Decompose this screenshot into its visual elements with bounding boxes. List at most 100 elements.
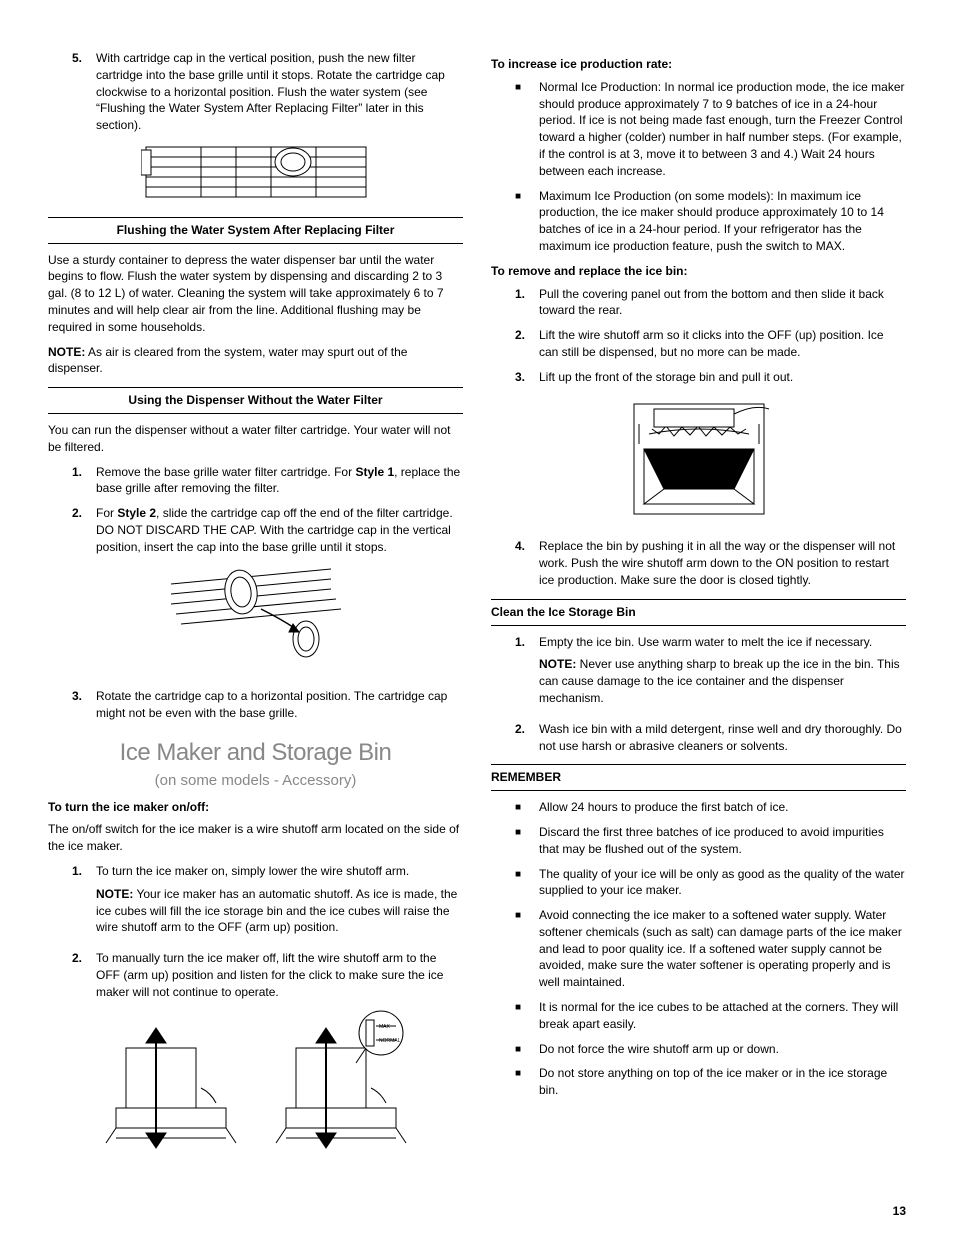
list-item: 2. To manually turn the ice maker off, l…: [72, 950, 463, 1000]
list-body: The quality of your ice will be only as …: [539, 866, 906, 900]
note-label: NOTE:: [96, 887, 133, 901]
text: Remove the base grille water filter cart…: [96, 465, 355, 479]
list-number: 3.: [72, 688, 96, 722]
list-item: ■ Do not force the wire shutoff arm up o…: [515, 1041, 906, 1058]
list-number: 2.: [72, 950, 96, 1000]
list-item: ■ The quality of your ice will be only a…: [515, 866, 906, 900]
list-number: 3.: [515, 369, 539, 386]
list-body: With cartridge cap in the vertical posit…: [96, 50, 463, 134]
bullet-icon: ■: [515, 866, 539, 900]
page-number: 13: [48, 1203, 906, 1220]
list-body: Do not force the wire shutoff arm up or …: [539, 1041, 906, 1058]
heading-flushing: Flushing the Water System After Replacin…: [48, 217, 463, 244]
bullet-icon: ■: [515, 188, 539, 255]
left-column: 5. With cartridge cap in the vertical po…: [48, 50, 463, 1173]
note-text: Your ice maker has an automatic shutoff.…: [96, 887, 457, 935]
heading-clean: Clean the Ice Storage Bin: [491, 599, 906, 626]
note-para: NOTE: Never use anything sharp to break …: [539, 656, 906, 706]
text: To turn the ice maker on, simply lower t…: [96, 863, 463, 880]
list-item: ■ Avoid connecting the ice maker to a so…: [515, 907, 906, 991]
list-item: 1. Pull the covering panel out from the …: [515, 286, 906, 320]
heading-dispenser: Using the Dispenser Without the Water Fi…: [48, 387, 463, 414]
list-item: ■ Allow 24 hours to produce the first ba…: [515, 799, 906, 816]
bullet-icon: ■: [515, 79, 539, 180]
list-number: 1.: [515, 634, 539, 713]
bullet-icon: ■: [515, 824, 539, 858]
bold-heading: To increase ice production rate:: [491, 56, 906, 73]
list-item: ■ Normal Ice Production: In normal ice p…: [515, 79, 906, 180]
list-body: Rotate the cartridge cap to a horizontal…: [96, 688, 463, 722]
list-item: ■ Do not store anything on top of the ic…: [515, 1065, 906, 1099]
paragraph: Use a sturdy container to depress the wa…: [48, 252, 463, 336]
list-item: 5. With cartridge cap in the vertical po…: [72, 50, 463, 134]
list-number: 2.: [515, 327, 539, 361]
list-item: 3. Lift up the front of the storage bin …: [515, 369, 906, 386]
list-body: Do not store anything on top of the ice …: [539, 1065, 906, 1099]
list-body: Pull the covering panel out from the bot…: [539, 286, 906, 320]
list-item: 1. Empty the ice bin. Use warm water to …: [515, 634, 906, 713]
label-max: MAX: [379, 1024, 391, 1030]
note-label: NOTE:: [48, 345, 85, 359]
note-text: As air is cleared from the system, water…: [48, 345, 407, 376]
bold-heading: To remove and replace the ice bin:: [491, 263, 906, 280]
list-body: Lift up the front of the storage bin and…: [539, 369, 906, 386]
figure-ice-bin: [491, 394, 906, 529]
list-item: ■ Discard the first three batches of ice…: [515, 824, 906, 858]
list-number: 2.: [515, 721, 539, 755]
bullet-icon: ■: [515, 1065, 539, 1099]
figure-ice-maker: MAX NORMAL: [48, 1008, 463, 1163]
list-body: Lift the wire shutoff arm so it clicks i…: [539, 327, 906, 361]
note-para: NOTE: Your ice maker has an automatic sh…: [96, 886, 463, 936]
text: Empty the ice bin. Use warm water to mel…: [539, 634, 906, 651]
list-item: 2. For Style 2, slide the cartridge cap …: [72, 505, 463, 555]
list-number: 1.: [515, 286, 539, 320]
list-item: 3. Rotate the cartridge cap to a horizon…: [72, 688, 463, 722]
figure-cap: [48, 564, 463, 679]
list-body: Remove the base grille water filter cart…: [96, 464, 463, 498]
page-subtitle: (on some models - Accessory): [48, 770, 463, 791]
bullet-icon: ■: [515, 799, 539, 816]
figure-grille: [48, 142, 463, 207]
list-number: 4.: [515, 538, 539, 588]
bullet-icon: ■: [515, 1041, 539, 1058]
text: For: [96, 506, 117, 520]
paragraph: The on/off switch for the ice maker is a…: [48, 821, 463, 855]
list-item: 4. Replace the bin by pushing it in all …: [515, 538, 906, 588]
list-item: ■ Maximum Ice Production (on some models…: [515, 188, 906, 255]
list-body: To turn the ice maker on, simply lower t…: [96, 863, 463, 942]
note-label: NOTE:: [539, 657, 576, 671]
list-item: 2. Lift the wire shutoff arm so it click…: [515, 327, 906, 361]
list-number: 1.: [72, 863, 96, 942]
list-item: ■ It is normal for the ice cubes to be a…: [515, 999, 906, 1033]
list-body: For Style 2, slide the cartridge cap off…: [96, 505, 463, 555]
list-body: Wash ice bin with a mild detergent, rins…: [539, 721, 906, 755]
list-body: To manually turn the ice maker off, lift…: [96, 950, 463, 1000]
list-body: Replace the bin by pushing it in all the…: [539, 538, 906, 588]
bullet-icon: ■: [515, 999, 539, 1033]
bold-text: Style 2: [117, 506, 156, 520]
list-number: 5.: [72, 50, 96, 134]
list-body: Normal Ice Production: In normal ice pro…: [539, 79, 906, 180]
bullet-icon: ■: [515, 907, 539, 991]
page-title: Ice Maker and Storage Bin: [48, 736, 463, 770]
note-text: Never use anything sharp to break up the…: [539, 657, 900, 705]
heading-remember: REMEMBER: [491, 764, 906, 791]
list-number: 2.: [72, 505, 96, 555]
bold-heading: To turn the ice maker on/off:: [48, 799, 463, 816]
list-item: 1. To turn the ice maker on, simply lowe…: [72, 863, 463, 942]
label-normal: NORMAL: [379, 1038, 401, 1044]
paragraph: You can run the dispenser without a wate…: [48, 422, 463, 456]
bold-text: Style 1: [355, 465, 394, 479]
list-item: 1. Remove the base grille water filter c…: [72, 464, 463, 498]
list-body: Allow 24 hours to produce the first batc…: [539, 799, 906, 816]
two-column-layout: 5. With cartridge cap in the vertical po…: [48, 50, 906, 1173]
list-body: Discard the first three batches of ice p…: [539, 824, 906, 858]
list-number: 1.: [72, 464, 96, 498]
right-column: To increase ice production rate: ■ Norma…: [491, 50, 906, 1173]
list-body: Empty the ice bin. Use warm water to mel…: [539, 634, 906, 713]
list-body: It is normal for the ice cubes to be att…: [539, 999, 906, 1033]
list-body: Maximum Ice Production (on some models):…: [539, 188, 906, 255]
paragraph: NOTE: As air is cleared from the system,…: [48, 344, 463, 378]
list-body: Avoid connecting the ice maker to a soft…: [539, 907, 906, 991]
list-item: 2. Wash ice bin with a mild detergent, r…: [515, 721, 906, 755]
